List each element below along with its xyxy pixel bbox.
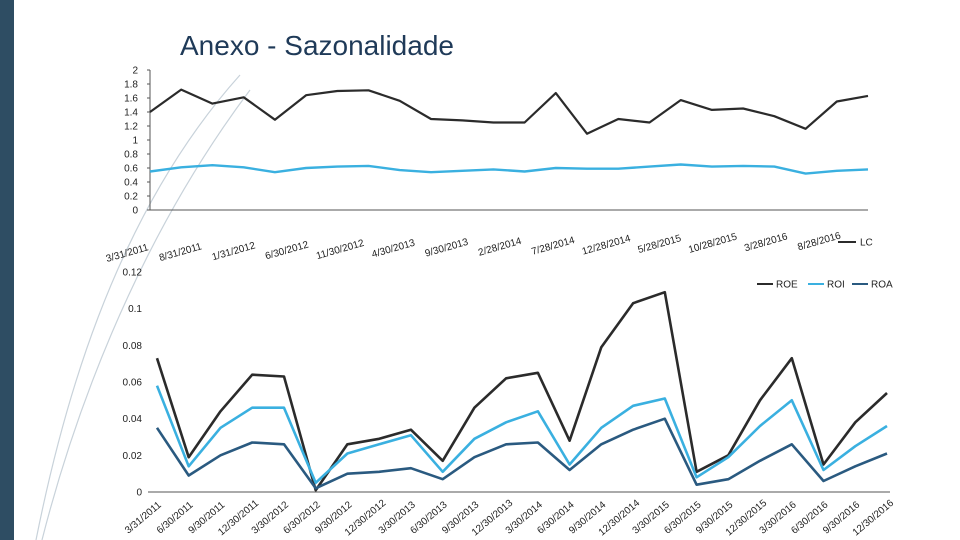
top-x-tick-label: 7/28/2014 [530, 235, 576, 258]
legend-label-roa: ROA [871, 280, 893, 291]
bottom-y-tick-label: 0.1 [128, 304, 142, 315]
top-x-tick-label: 12/28/2014 [581, 233, 633, 257]
top-y-tick-label: 0 [132, 206, 138, 217]
decorative-swoosh [35, 74, 251, 540]
top-x-tick-label: 5/28/2015 [637, 233, 683, 256]
top-y-tick-label: 0.6 [124, 164, 138, 175]
legend-label-lc: LC [860, 238, 873, 249]
top-x-tick-label: 4/30/2013 [371, 238, 417, 261]
top-y-tick-label: 1 [132, 136, 138, 147]
top-x-tick-label: 8/28/2016 [796, 230, 842, 253]
top-series-line-lc [149, 88, 869, 135]
top-y-tick-label: 1.4 [124, 108, 138, 119]
bottom-chart-returns: 0.120.10.080.060.040.0203/31/20116/30/20… [123, 268, 897, 539]
bottom-y-tick-label: 0.02 [123, 451, 143, 462]
top-x-tick-label: 6/30/2012 [264, 239, 310, 262]
top-x-tick-label: 2/28/2014 [477, 236, 523, 259]
top-y-tick-label: 0.4 [124, 178, 138, 189]
bottom-y-tick-label: 0.04 [123, 414, 143, 425]
top-y-tick-label: 1.2 [124, 122, 138, 133]
top-y-tick-label: 2 [132, 66, 138, 77]
top-y-tick-label: 0.8 [124, 150, 138, 161]
legend-label-roi: ROI [827, 280, 845, 291]
top-y-tick-label: 1.8 [124, 80, 138, 91]
top-series-line-aux [149, 163, 869, 175]
top-x-tick-label: 3/28/2016 [743, 231, 789, 254]
top-y-tick-label: 0.2 [124, 192, 138, 203]
bottom-series-line-roe [155, 290, 888, 492]
bottom-y-tick-label: 0.06 [123, 378, 143, 389]
bottom-y-tick-label: 0.08 [123, 341, 143, 352]
slide-title: Anexo - Sazonalidade [180, 30, 454, 61]
bottom-series-line-roa [155, 417, 888, 490]
bottom-y-tick-label: 0.12 [123, 268, 143, 279]
top-x-tick-label: 11/30/2012 [315, 238, 366, 262]
legend-label-roe: ROE [776, 280, 798, 291]
top-y-tick-label: 1.6 [124, 94, 138, 105]
top-x-tick-label: 8/31/2011 [158, 241, 204, 264]
top-x-tick-label: 10/28/2015 [687, 231, 739, 255]
top-x-tick-label: 1/31/2012 [211, 240, 257, 263]
bottom-series-line-roi [155, 385, 888, 485]
bottom-y-tick-label: 0 [136, 488, 142, 499]
top-x-tick-label: 3/31/2011 [105, 242, 151, 265]
slide-sidebar-accent [0, 0, 14, 540]
top-x-tick-label: 9/30/2013 [424, 237, 470, 260]
top-chart-lc: 2 1.8 1.6 1.4 1.2 1 0.8 0.6 0.4 0.2 0 3/31/2011 8/31… [105, 66, 873, 265]
